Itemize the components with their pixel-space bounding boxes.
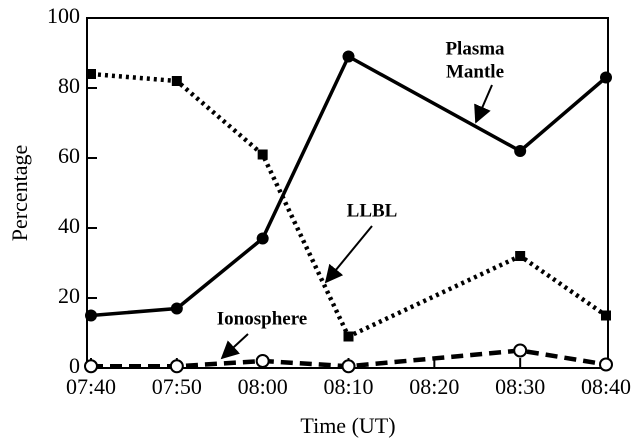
point bbox=[257, 149, 268, 160]
point bbox=[342, 50, 355, 63]
point bbox=[255, 354, 270, 368]
y-tick-label: 40 bbox=[58, 213, 80, 238]
point bbox=[85, 309, 97, 322]
point bbox=[171, 76, 182, 86]
series-line bbox=[90, 71, 608, 340]
point bbox=[514, 145, 527, 157]
series-line bbox=[90, 54, 608, 318]
x-tick-label: 08:10 bbox=[323, 374, 373, 399]
annotation: Mantle bbox=[446, 61, 504, 82]
point bbox=[343, 331, 354, 342]
annotation: LLBL bbox=[347, 200, 398, 221]
x-tick-label: 08:20 bbox=[409, 374, 459, 399]
point bbox=[170, 302, 183, 315]
y-tick-label: 100 bbox=[47, 3, 80, 28]
point bbox=[256, 232, 269, 245]
point bbox=[169, 359, 184, 374]
point bbox=[599, 357, 613, 372]
x-tick-label: 07:40 bbox=[66, 374, 116, 399]
x-tick-label: 08:40 bbox=[581, 374, 631, 399]
plot-frame bbox=[86, 17, 609, 369]
point bbox=[84, 359, 98, 374]
y-tick-label: 80 bbox=[58, 73, 80, 98]
x-tick-label: 08:30 bbox=[495, 374, 545, 399]
x-tick-label: 07:50 bbox=[152, 374, 202, 399]
point bbox=[341, 359, 356, 374]
point bbox=[86, 69, 96, 79]
point bbox=[515, 251, 526, 261]
point bbox=[513, 343, 528, 358]
annotation-arrow bbox=[220, 333, 249, 360]
point bbox=[601, 310, 611, 321]
annotation-arrow bbox=[474, 84, 493, 124]
y-tick-label: 20 bbox=[58, 283, 80, 308]
y-tick-label: 0 bbox=[69, 353, 80, 378]
annotation-arrow bbox=[324, 225, 373, 284]
series-line bbox=[91, 348, 607, 369]
annotation: Ionosphere bbox=[217, 308, 307, 329]
annotation: Plasma bbox=[445, 38, 505, 59]
x-tick-label: 08:00 bbox=[238, 374, 288, 399]
y-tick-label: 60 bbox=[58, 143, 80, 168]
y-axis-title: Percentage bbox=[7, 145, 32, 242]
point bbox=[600, 71, 612, 84]
x-axis-title: Time (UT) bbox=[300, 413, 395, 438]
